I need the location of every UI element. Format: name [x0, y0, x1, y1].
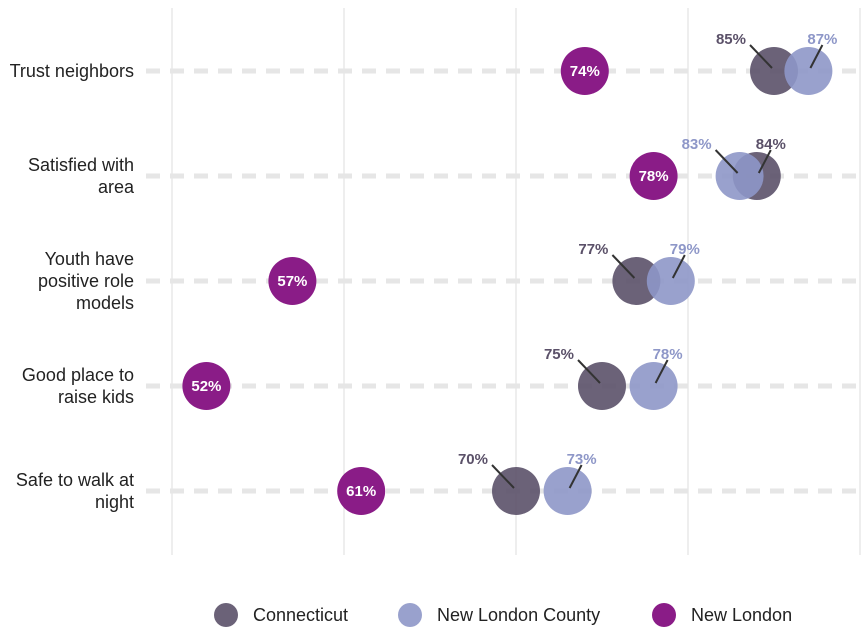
- value-label: 78%: [639, 168, 669, 185]
- dot: [182, 362, 231, 410]
- dot: [337, 467, 386, 515]
- category-label: Trust neighbors: [9, 61, 134, 81]
- leader-line: [809, 44, 824, 69]
- leader-line: [611, 254, 636, 279]
- leader-line: [568, 464, 583, 489]
- dot: [612, 257, 661, 305]
- category-label: Good place to raise kids: [21, 365, 134, 407]
- value-label: 77%: [578, 241, 608, 258]
- leader-line: [714, 149, 739, 174]
- value-label: 83%: [682, 136, 712, 153]
- dot: [578, 362, 626, 410]
- dot: [646, 257, 695, 305]
- legend-label: New London County: [437, 605, 600, 625]
- dot: [715, 152, 764, 200]
- dot: [629, 152, 678, 200]
- value-label: 74%: [570, 63, 600, 80]
- dot: [560, 47, 609, 95]
- legend-marker: [214, 603, 238, 627]
- leader-line: [757, 149, 772, 174]
- dot: [492, 467, 540, 515]
- leader-line: [654, 359, 669, 384]
- legend-label: Connecticut: [253, 605, 348, 625]
- value-label: 70%: [458, 451, 488, 468]
- leader-line: [671, 254, 686, 279]
- value-label: 84%: [756, 136, 786, 153]
- category-label: Satisfied with area: [27, 155, 134, 197]
- legend-marker: [652, 603, 676, 627]
- legend-marker: [398, 603, 422, 627]
- leader-line: [749, 44, 773, 69]
- value-label: 87%: [807, 31, 837, 48]
- value-label: 85%: [716, 31, 746, 48]
- dot: [784, 47, 833, 95]
- dot: [750, 47, 798, 95]
- category-label: Safe to walk at night: [15, 470, 134, 512]
- dot: [268, 257, 317, 305]
- value-label: 61%: [346, 483, 376, 500]
- value-label: 73%: [567, 451, 597, 468]
- category-label: Youth have positive role models: [37, 249, 134, 313]
- value-label: 75%: [544, 346, 574, 363]
- legend-label: New London: [691, 605, 792, 625]
- value-label: 52%: [191, 378, 221, 395]
- value-label: 78%: [653, 346, 683, 363]
- dot: [629, 362, 678, 410]
- value-label: 57%: [277, 273, 307, 290]
- dot: [543, 467, 592, 515]
- value-label: 79%: [670, 241, 700, 258]
- leader-line: [577, 359, 601, 384]
- leader-line: [491, 464, 515, 489]
